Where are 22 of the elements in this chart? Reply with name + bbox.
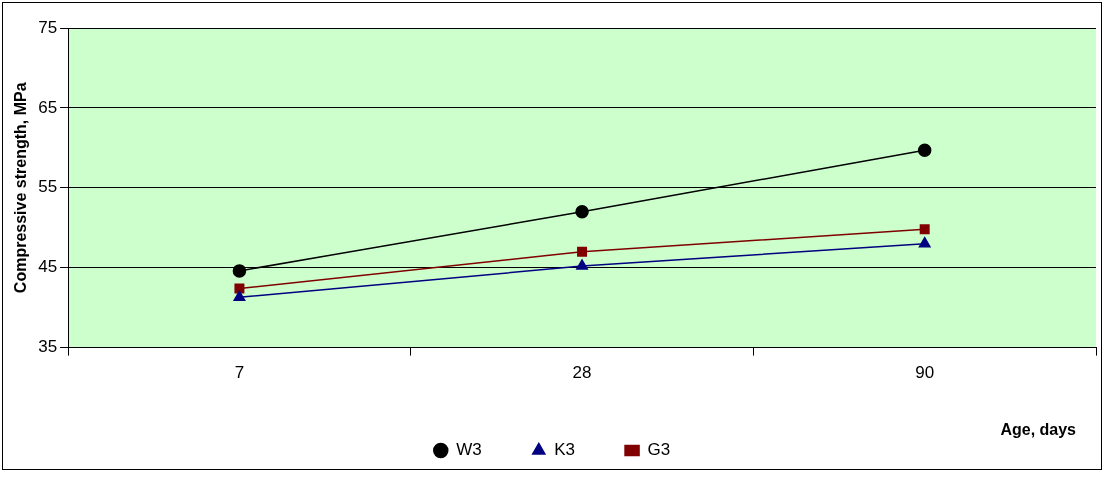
point [234, 283, 245, 294]
point [917, 143, 932, 157]
x-tick-label: 90 [915, 363, 935, 383]
point [576, 259, 588, 270]
point [919, 224, 930, 235]
y-tick-label: 75 [38, 17, 58, 37]
x-tick-label: 28 [572, 363, 592, 383]
legend-label: G3 [647, 440, 671, 460]
y-tick-label: 45 [38, 257, 58, 277]
point [918, 236, 931, 248]
point [232, 264, 247, 278]
point [575, 205, 589, 219]
point [577, 246, 588, 257]
x-axis-title: Age, days [1000, 420, 1077, 438]
y-tick-label: 65 [38, 97, 58, 117]
y-tick-label: 55 [38, 177, 58, 197]
y-axis-title: Compressive strength, MPa [12, 82, 30, 294]
legend-label: K3 [554, 440, 576, 460]
point [233, 290, 246, 302]
x-tick-label: 7 [234, 363, 245, 383]
y-tick-label: 35 [38, 337, 58, 357]
legend-label: W3 [456, 440, 482, 460]
